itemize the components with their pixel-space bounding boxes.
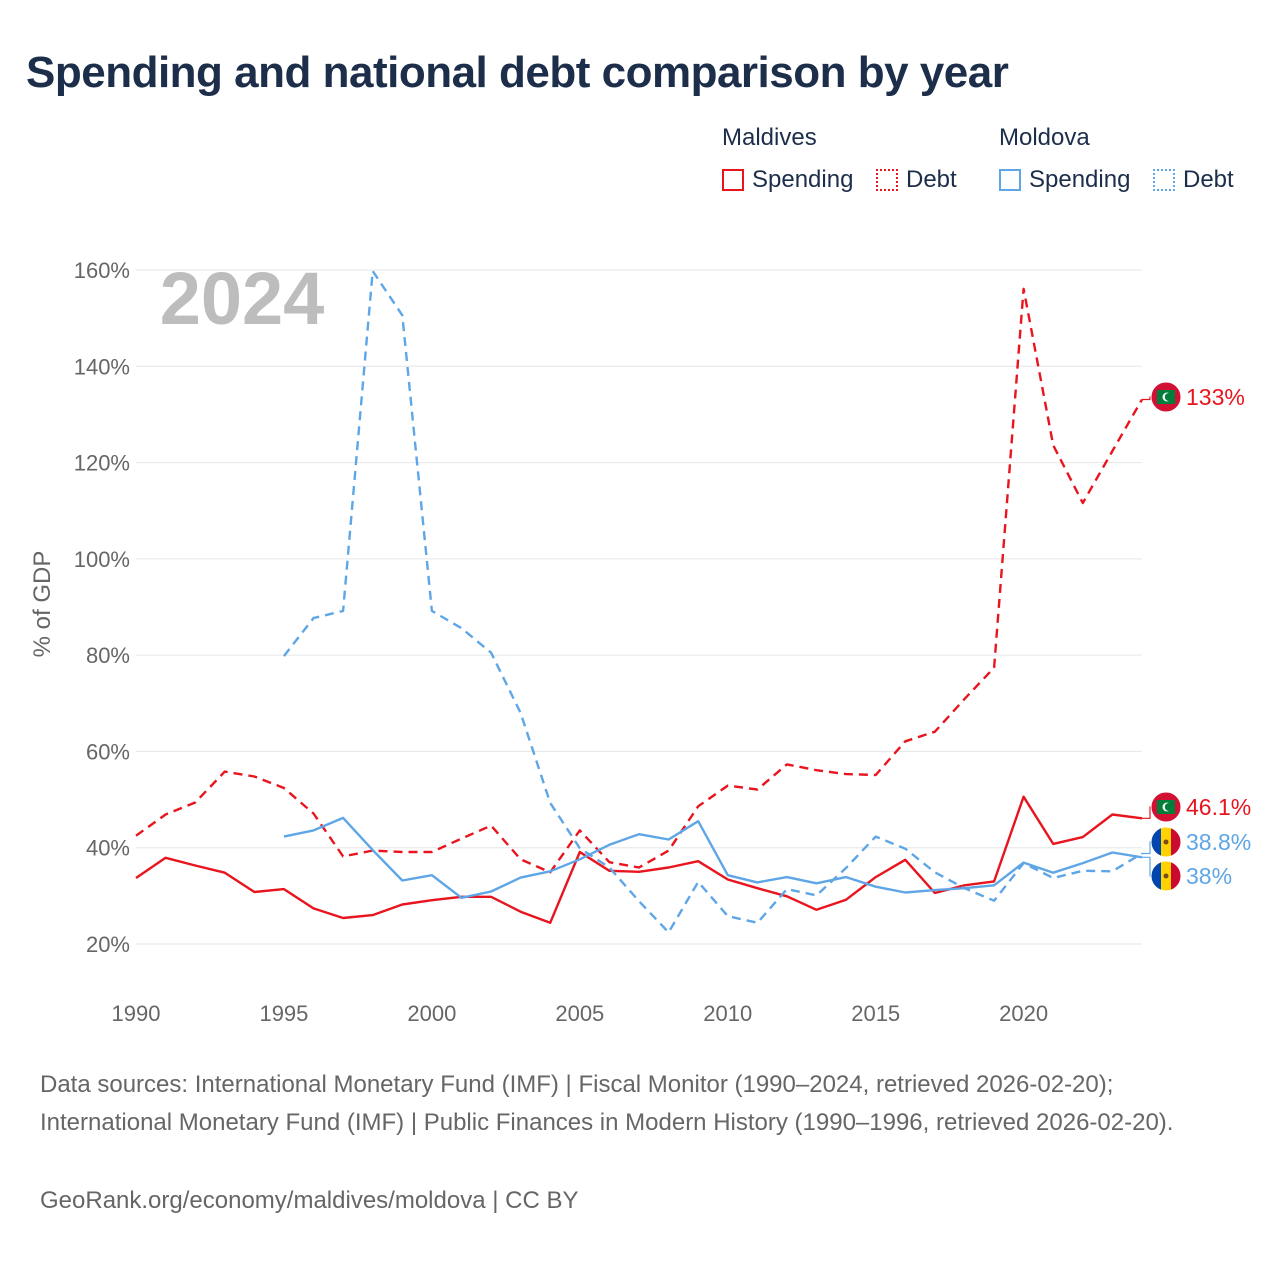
attribution-link[interactable]: GeoRank.org/economy/maldives/moldova | C… <box>40 1187 579 1214</box>
series-line-maldives-debt[interactable] <box>135 287 1144 874</box>
x-tick-label: 2010 <box>703 1001 752 1026</box>
legend-swatch-solid-red <box>722 169 744 191</box>
end-labels: 133% 46.1% 38.8% 38% <box>1142 381 1251 892</box>
x-tick-label: 2000 <box>407 1001 456 1026</box>
legend-swatch-dotted-red <box>876 169 898 191</box>
legend-label: Debt <box>906 166 957 193</box>
y-tick-label: 80% <box>86 643 130 668</box>
maldives-flag-icon <box>1150 381 1182 413</box>
y-tick-label: 20% <box>86 932 130 957</box>
legend-swatch-dotted-blue <box>1153 169 1175 191</box>
end-value-label: 38.8% <box>1186 829 1251 855</box>
legend-moldova-spending[interactable]: Spending <box>999 166 1130 194</box>
legend-label: Spending <box>752 166 854 193</box>
maldives-flag-icon <box>1150 791 1182 823</box>
x-tick-label: 1990 <box>112 1001 161 1026</box>
chart-title: Spending and national debt comparison by… <box>26 48 1009 97</box>
gridlines: 20% 40% 60% 80% 100% 120% 140% 160% 1990 1995 2000… <box>74 258 1142 1026</box>
legend-swatch-solid-blue <box>999 169 1021 191</box>
series-line-maldives-spending[interactable] <box>135 795 1143 924</box>
y-tick-label: 60% <box>86 739 130 764</box>
legend-group-moldova: Moldova <box>999 124 1090 151</box>
series-line-moldova-spending[interactable] <box>283 816 1143 899</box>
end-value-label: 38% <box>1186 863 1232 889</box>
x-tick-label: 1995 <box>259 1001 308 1026</box>
series-line-moldova-debt[interactable] <box>282 269 1143 934</box>
y-tick-label: 100% <box>74 547 130 572</box>
y-tick-label: 120% <box>74 451 130 476</box>
legend-maldives-debt[interactable]: Debt <box>876 166 957 194</box>
legend-moldova-debt[interactable]: Debt <box>1153 166 1234 194</box>
year-watermark: 2024 <box>160 257 325 340</box>
series-layer <box>135 269 1144 934</box>
end-value-label: 133% <box>1186 384 1245 410</box>
y-tick-label: 40% <box>86 836 130 861</box>
y-axis-label: % of GDP <box>29 551 56 658</box>
moldova-flag-icon <box>1150 860 1182 892</box>
legend-label: Debt <box>1183 166 1234 193</box>
legend-maldives-spending[interactable]: Spending <box>722 166 853 194</box>
data-sources: Data sources: International Monetary Fun… <box>40 1071 1174 1136</box>
y-tick-label: 140% <box>74 354 130 379</box>
legend-group-maldives: Maldives <box>722 124 817 151</box>
x-tick-label: 2015 <box>851 1001 900 1026</box>
y-tick-label: 160% <box>74 258 130 283</box>
x-tick-label: 2005 <box>555 1001 604 1026</box>
x-tick-label: 2020 <box>999 1001 1048 1026</box>
legend-label: Spending <box>1029 166 1131 193</box>
end-value-label: 46.1% <box>1186 794 1251 820</box>
line-chart: 20% 40% 60% 80% 100% 120% 140% 160% 1990 1995 2000… <box>29 257 1251 1026</box>
moldova-flag-icon <box>1150 826 1182 858</box>
